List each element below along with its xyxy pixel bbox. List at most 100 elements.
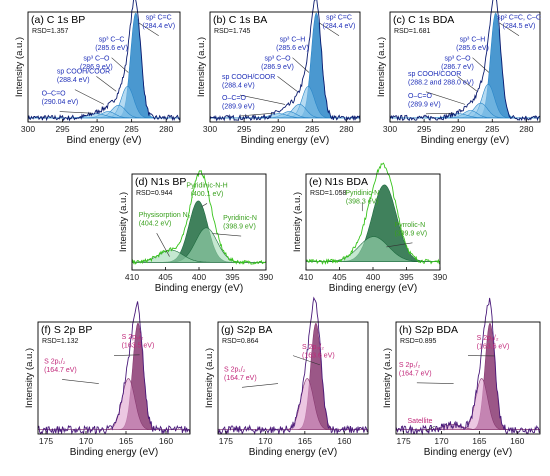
y-axis-label: Intensity (a.u.) bbox=[24, 348, 35, 408]
peak-annotation: (164.7 eV) bbox=[44, 367, 77, 374]
annotation-leader bbox=[457, 76, 478, 92]
annotation-leader bbox=[386, 242, 413, 248]
peak-annotation: S 2p₁/₂ bbox=[224, 366, 246, 373]
x-tick-label: 280 bbox=[519, 124, 533, 134]
x-tick-label: 295 bbox=[237, 124, 251, 134]
panel-e: 410 405 400 395 390 Binding energy (eV) Intens… bbox=[292, 162, 447, 294]
x-tick-label: 290 bbox=[90, 124, 104, 134]
annotation-leader bbox=[62, 379, 99, 384]
x-tick-label: 410 bbox=[125, 272, 139, 282]
annotation-leader bbox=[319, 22, 340, 36]
x-axis-label: Binding energy (eV) bbox=[155, 283, 243, 294]
peak-annotation: S 2p₃/₂ bbox=[477, 335, 499, 342]
panel-b: 300 295 290 285 280 Binding energy (eV) Intens… bbox=[196, 0, 361, 146]
x-tick-label: 285 bbox=[125, 124, 139, 134]
rsd-value: RSD=0.864 bbox=[222, 338, 258, 345]
panel-element: C 1s bbox=[408, 14, 430, 26]
x-tick-label: 160 bbox=[337, 436, 351, 446]
x-tick-label: 290 bbox=[451, 124, 465, 134]
x-tick-label: 165 bbox=[119, 436, 133, 446]
rsd-value: RSD=0.895 bbox=[400, 338, 436, 345]
y-axis-label: Intensity (a.u.) bbox=[204, 348, 215, 408]
spectrum-line bbox=[389, 0, 541, 122]
plot-frame bbox=[37, 321, 191, 435]
panel-label: (e) bbox=[309, 176, 322, 188]
peak-annotation: O–C=O bbox=[42, 91, 66, 98]
x-axis-label: Binding energy (eV) bbox=[424, 447, 512, 458]
rsd-value: RSD=1.132 bbox=[42, 338, 78, 345]
panel-sample: BA bbox=[258, 324, 272, 336]
plot-frame bbox=[27, 11, 181, 123]
annotation-leader bbox=[74, 89, 105, 105]
annotation-leader bbox=[212, 233, 242, 237]
peak-annotation: Pyridinic-N-H bbox=[186, 182, 227, 189]
x-tick-label: 170 bbox=[79, 436, 93, 446]
peak-annotation: S 2p₁/₂ bbox=[399, 362, 421, 369]
panel-element: N1s bbox=[325, 176, 344, 188]
plot-frame bbox=[389, 11, 541, 123]
peak-annotation: sp³ C–C bbox=[99, 37, 125, 44]
peak-annotation: sp² C=C bbox=[146, 15, 172, 22]
annotation-leader bbox=[472, 57, 490, 73]
x-tick-label: 170 bbox=[434, 436, 448, 446]
peak-annotation: S 2p₃/₂ bbox=[302, 344, 324, 351]
peak-annotation: (163.6 eV) bbox=[477, 343, 510, 350]
plot-frame bbox=[209, 11, 361, 123]
panel-element: S2p bbox=[237, 324, 256, 336]
panel-label: (b) bbox=[213, 14, 226, 26]
panel-d: 410 405 400 395 390 Binding energy (eV) Intens… bbox=[118, 169, 273, 294]
x-tick-label: 300 bbox=[21, 124, 35, 134]
annotation-leader bbox=[499, 22, 520, 36]
y-axis-label: Intensity (a.u.) bbox=[376, 37, 387, 97]
x-tick-label: 285 bbox=[305, 124, 319, 134]
x-tick-label: 165 bbox=[298, 436, 312, 446]
x-tick-label: 395 bbox=[225, 272, 239, 282]
panel-title: (g) S2p BA bbox=[221, 324, 272, 336]
annotation-leader bbox=[239, 94, 286, 105]
peak-annotation: (285.6 eV) bbox=[456, 45, 489, 52]
panel-title: (b) C 1s BA bbox=[213, 14, 267, 26]
peak-annotation: (284.4 eV) bbox=[323, 23, 356, 30]
panel-element: N1s bbox=[151, 176, 170, 188]
x-tick-label: 170 bbox=[258, 436, 272, 446]
peak-annotation: sp COOH/COOR bbox=[408, 71, 461, 78]
peak-annotation: (289.9 eV) bbox=[222, 104, 255, 111]
peak-annotation: (286.9 eV) bbox=[80, 64, 113, 71]
peak-annotation: (288.4 eV) bbox=[222, 83, 255, 90]
annotation-leader bbox=[138, 22, 159, 36]
x-tick-label: 175 bbox=[396, 436, 410, 446]
panel-title: (f) S 2p BP bbox=[41, 324, 92, 336]
rsd-value: RSD=1.681 bbox=[394, 28, 430, 35]
plot-frame bbox=[395, 321, 541, 435]
peak-annotation: (285.6 eV) bbox=[276, 45, 309, 52]
rsd-value: RSD=1.058 bbox=[310, 190, 346, 197]
spectrum-line bbox=[395, 297, 541, 436]
panel-a: 300 295 290 285 280 Bind energy (eV) Intensity… bbox=[14, 0, 181, 146]
annotation-leader bbox=[59, 111, 92, 114]
plot-frame bbox=[217, 321, 369, 435]
panel-label: (d) bbox=[135, 176, 148, 188]
component-peak bbox=[306, 236, 440, 262]
peak-annotation: Pyrrolic-N bbox=[394, 222, 425, 229]
annotation-leader bbox=[201, 203, 208, 207]
annotation-leader bbox=[416, 382, 454, 384]
y-axis-label: Intensity (a.u.) bbox=[14, 37, 25, 97]
peak-annotation: O–C=O bbox=[408, 93, 432, 100]
peak-annotation: (288.4 eV) bbox=[57, 77, 90, 84]
x-tick-label: 390 bbox=[433, 272, 447, 282]
annotation-leader bbox=[292, 355, 321, 366]
rsd-value: RSD=1.357 bbox=[32, 28, 68, 35]
y-axis-label: Intensity (a.u.) bbox=[196, 37, 207, 97]
panel-sample: BP bbox=[71, 14, 85, 26]
y-axis-label: Intensity (a.u.) bbox=[118, 192, 129, 252]
panel-label: (g) bbox=[221, 324, 234, 336]
annotation-leader bbox=[425, 112, 454, 115]
annotation-leader bbox=[156, 233, 170, 257]
annotation-leader bbox=[113, 354, 140, 356]
x-tick-label: 295 bbox=[417, 124, 431, 134]
panel-c: 300 295 290 285 280 Binding energy (eV) Intens… bbox=[376, 0, 541, 146]
peak-annotation: (284.4 eV) bbox=[142, 23, 175, 30]
component-peak bbox=[210, 113, 360, 119]
panel-sample: BDA bbox=[436, 324, 458, 336]
